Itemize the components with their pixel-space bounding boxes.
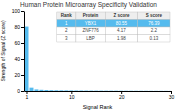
table-cell-bg xyxy=(105,27,137,35)
x-axis: 1 10 20 30 xyxy=(25,91,175,100)
table-cell: 80.55 xyxy=(116,21,128,26)
bar xyxy=(89,90,93,91)
y-tick-mark xyxy=(21,75,24,76)
y-tick: 100 xyxy=(12,8,24,14)
y-axis-title: Strength of Signal (Z score) xyxy=(0,20,6,81)
bar xyxy=(159,90,163,91)
bar xyxy=(114,90,118,91)
bar xyxy=(64,90,68,91)
table-header: Rank xyxy=(61,13,73,18)
x-tick: 20 xyxy=(119,91,125,100)
table-cell: 1 xyxy=(65,21,68,26)
bar xyxy=(44,90,48,91)
title: Human Protein Microarray Specificity Val… xyxy=(20,1,157,9)
table-cell-bg xyxy=(76,35,105,43)
bar xyxy=(24,27,28,91)
table-header: S score xyxy=(146,13,163,18)
bar xyxy=(84,90,88,91)
y-tick-label: 40 xyxy=(14,56,20,62)
bar xyxy=(94,90,98,91)
y-tick: 80 xyxy=(14,24,24,30)
table-header-bg xyxy=(76,12,105,20)
bar xyxy=(169,90,171,91)
bar xyxy=(154,90,158,91)
x-tick-label: 20 xyxy=(119,94,125,100)
table: Rank Protein Z score S score 1 YBX1 80.55 76.39… xyxy=(57,12,170,42)
bar xyxy=(124,90,128,91)
table-header: Protein xyxy=(83,13,99,18)
y-tick-label: 100 xyxy=(12,8,21,14)
table-header-bg xyxy=(105,12,137,20)
y-tick-mark xyxy=(21,59,24,60)
table-cell-bg xyxy=(76,27,105,35)
table-cell: ZNF776 xyxy=(82,28,99,33)
table-header: Z score xyxy=(113,13,130,18)
table-cell-bg xyxy=(57,35,76,43)
bars xyxy=(24,27,171,91)
table-cell: LBP xyxy=(86,36,95,41)
table-cell: 1.98 xyxy=(117,36,126,41)
table-header-bg xyxy=(57,12,76,20)
x-tick-label: 1 xyxy=(26,94,29,100)
bar xyxy=(119,90,123,91)
y-tick-label: 80 xyxy=(14,24,20,30)
y-tick-label: 0 xyxy=(17,88,20,94)
y-tick-label: 20 xyxy=(14,72,20,78)
y-axis-line xyxy=(24,12,25,92)
bar xyxy=(139,90,143,91)
y-tick-label: 60 xyxy=(14,40,20,46)
bar xyxy=(79,90,83,91)
table-cell: YBX1 xyxy=(85,21,97,26)
y-tick: 20 xyxy=(14,72,24,78)
x-tick: 30 xyxy=(169,91,175,100)
bar xyxy=(129,90,133,91)
y-tick-mark xyxy=(21,43,24,44)
table-cell-bg xyxy=(57,20,76,28)
bar xyxy=(104,90,108,91)
bar xyxy=(39,90,43,91)
table-cell-bg xyxy=(138,35,170,43)
x-axis-title: Signal Rank xyxy=(83,104,113,110)
bar xyxy=(149,90,153,91)
bar xyxy=(109,90,113,91)
bar xyxy=(69,90,73,91)
x-tick: 1 xyxy=(26,91,29,100)
y-tick: 0 xyxy=(17,88,24,94)
bar xyxy=(134,90,138,91)
x-axis-line xyxy=(25,91,172,92)
y-tick-mark xyxy=(21,91,24,92)
y-axis: 0 20 40 60 80 100 xyxy=(12,8,25,94)
y-tick-mark xyxy=(21,11,24,12)
bar xyxy=(29,88,33,91)
y-tick: 60 xyxy=(14,40,24,46)
table-header-bg xyxy=(138,12,170,20)
table-cell: 0.13 xyxy=(149,36,158,41)
bar xyxy=(144,90,148,91)
x-tick-label: 30 xyxy=(169,94,175,100)
bar xyxy=(74,90,78,91)
table-cell: 2.2 xyxy=(151,28,158,33)
bar xyxy=(59,90,63,91)
bar xyxy=(99,90,103,91)
table-cell: 3 xyxy=(65,36,68,41)
table-cell: 2 xyxy=(65,28,68,33)
table-cell-bg xyxy=(138,20,170,28)
bar xyxy=(34,89,38,91)
x-tick-label: 10 xyxy=(69,94,75,100)
y-tick-mark xyxy=(21,27,24,28)
chart: Human Protein Microarray Specificity Val… xyxy=(0,0,177,111)
table-cell: 76.39 xyxy=(148,21,160,26)
bar xyxy=(164,90,168,91)
table-cell-bg xyxy=(105,35,137,43)
bar xyxy=(54,90,58,91)
bar xyxy=(49,90,53,91)
table-cell-bg xyxy=(76,20,105,28)
table-cell-bg xyxy=(138,27,170,35)
table-cell-bg xyxy=(57,27,76,35)
y-tick: 40 xyxy=(14,56,24,62)
table-cell-bg xyxy=(105,20,137,28)
table-cell: 4.17 xyxy=(117,28,126,33)
x-tick: 10 xyxy=(69,91,75,100)
